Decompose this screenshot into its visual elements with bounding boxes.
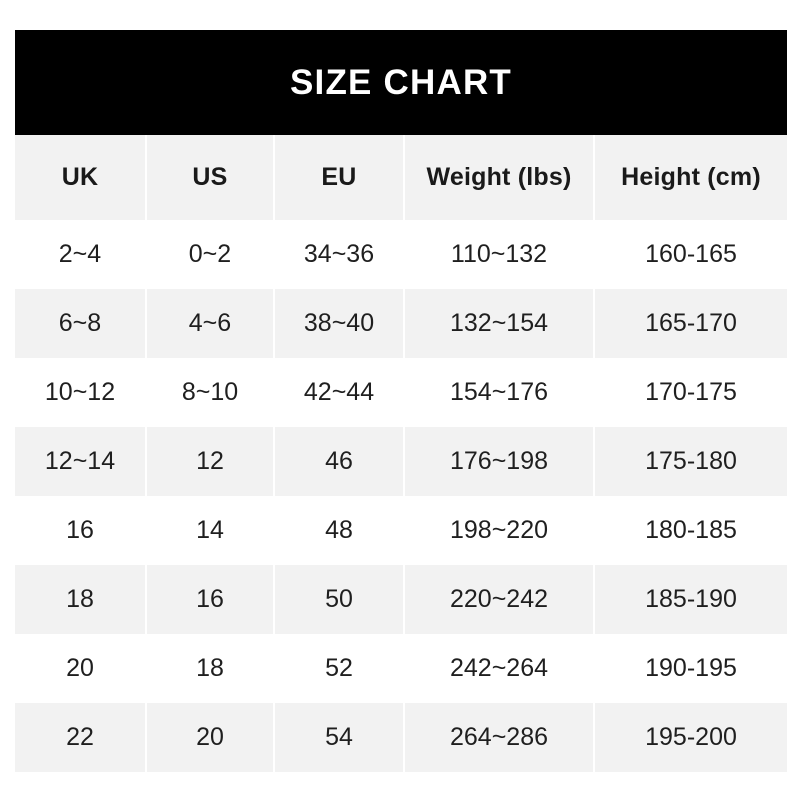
cell-eu: 52 [275, 634, 405, 703]
size-chart-table: UK US EU Weight (lbs) Height (cm) 2~4 0~… [15, 135, 787, 772]
cell-us: 20 [147, 703, 275, 772]
cell-us: 14 [147, 496, 275, 565]
table-row: 20 18 52 242~264 190-195 [15, 634, 787, 703]
page-title: SIZE CHART [290, 63, 512, 102]
cell-us: 12 [147, 427, 275, 496]
cell-eu: 54 [275, 703, 405, 772]
cell-weight: 176~198 [405, 427, 595, 496]
column-header-us: US [147, 135, 275, 220]
cell-uk: 2~4 [15, 220, 147, 289]
size-chart-banner: SIZE CHART [15, 30, 787, 135]
column-header-uk: UK [15, 135, 147, 220]
cell-uk: 22 [15, 703, 147, 772]
cell-us: 4~6 [147, 289, 275, 358]
table-row: 12~14 12 46 176~198 175-180 [15, 427, 787, 496]
table-body: 2~4 0~2 34~36 110~132 160-165 6~8 4~6 38… [15, 220, 787, 772]
cell-us: 8~10 [147, 358, 275, 427]
table-row: 18 16 50 220~242 185-190 [15, 565, 787, 634]
cell-us: 18 [147, 634, 275, 703]
cell-height: 180-185 [595, 496, 787, 565]
cell-weight: 154~176 [405, 358, 595, 427]
cell-uk: 20 [15, 634, 147, 703]
cell-height: 195-200 [595, 703, 787, 772]
cell-eu: 42~44 [275, 358, 405, 427]
cell-uk: 10~12 [15, 358, 147, 427]
table-row: 2~4 0~2 34~36 110~132 160-165 [15, 220, 787, 289]
cell-uk: 6~8 [15, 289, 147, 358]
column-header-weight: Weight (lbs) [405, 135, 595, 220]
table-row: 10~12 8~10 42~44 154~176 170-175 [15, 358, 787, 427]
cell-height: 175-180 [595, 427, 787, 496]
cell-weight: 132~154 [405, 289, 595, 358]
cell-height: 190-195 [595, 634, 787, 703]
table-header: UK US EU Weight (lbs) Height (cm) [15, 135, 787, 220]
cell-height: 165-170 [595, 289, 787, 358]
cell-weight: 242~264 [405, 634, 595, 703]
cell-height: 160-165 [595, 220, 787, 289]
cell-eu: 38~40 [275, 289, 405, 358]
cell-eu: 46 [275, 427, 405, 496]
cell-weight: 220~242 [405, 565, 595, 634]
column-header-height: Height (cm) [595, 135, 787, 220]
column-header-eu: EU [275, 135, 405, 220]
cell-height: 170-175 [595, 358, 787, 427]
cell-us: 16 [147, 565, 275, 634]
cell-eu: 34~36 [275, 220, 405, 289]
table-header-row: UK US EU Weight (lbs) Height (cm) [15, 135, 787, 220]
cell-eu: 50 [275, 565, 405, 634]
cell-weight: 110~132 [405, 220, 595, 289]
cell-uk: 12~14 [15, 427, 147, 496]
cell-uk: 18 [15, 565, 147, 634]
cell-us: 0~2 [147, 220, 275, 289]
cell-weight: 264~286 [405, 703, 595, 772]
cell-weight: 198~220 [405, 496, 595, 565]
size-chart: SIZE CHART UK US EU Weight (lbs) Height … [15, 30, 787, 772]
table-row: 16 14 48 198~220 180-185 [15, 496, 787, 565]
cell-uk: 16 [15, 496, 147, 565]
cell-eu: 48 [275, 496, 405, 565]
table-row: 6~8 4~6 38~40 132~154 165-170 [15, 289, 787, 358]
table-row: 22 20 54 264~286 195-200 [15, 703, 787, 772]
cell-height: 185-190 [595, 565, 787, 634]
